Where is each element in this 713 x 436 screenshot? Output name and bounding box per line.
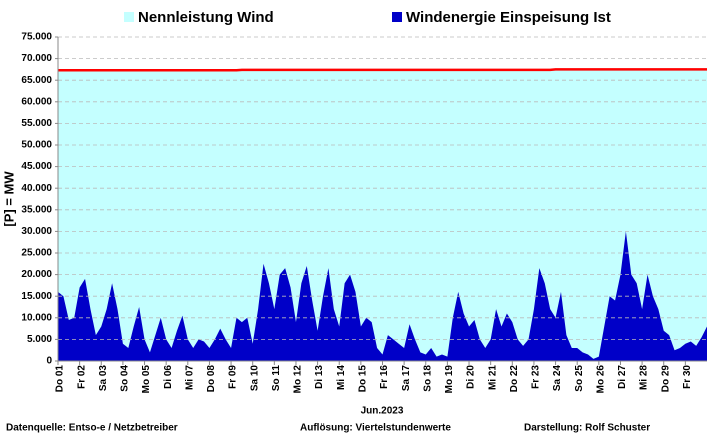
y-tick-label: 45.000 [21, 161, 52, 172]
y-tick-label: 60.000 [21, 96, 52, 107]
x-tick-label: Fr 16 [379, 365, 390, 389]
y-tick-label: 70.000 [21, 53, 52, 64]
x-tick-label: Do 29 [660, 365, 671, 393]
x-tick-label: So 11 [271, 365, 282, 392]
y-tick-label: 55.000 [21, 118, 52, 129]
x-tick-label: Fr 02 [76, 365, 87, 389]
x-tick-label: Di 20 [466, 365, 477, 389]
y-tick-label: 35.000 [21, 204, 52, 215]
x-tick-label: Sa 10 [249, 365, 260, 392]
x-tick-label: Mo 05 [141, 365, 152, 394]
y-tick-label: 40.000 [21, 183, 52, 194]
x-axis-label: Jun.2023 [361, 406, 404, 417]
y-tick-label: 5.000 [27, 334, 52, 345]
legend-label: Nennleistung Wind [138, 9, 274, 26]
x-tick-label: Di 06 [163, 365, 174, 389]
x-tick-label: Do 08 [206, 365, 217, 393]
x-tick-label: Mi 28 [639, 365, 650, 390]
line [58, 68, 707, 72]
x-tick-label: Fr 30 [682, 365, 693, 389]
y-tick-label: 25.000 [21, 248, 52, 259]
y-tick-label: 15.000 [21, 291, 52, 302]
y-tick-label: 50.000 [21, 140, 52, 151]
x-tick-label: Mi 07 [184, 365, 195, 390]
y-axis-label: [P] = MW [1, 171, 16, 227]
x-tick-label: Sa 17 [401, 365, 412, 392]
x-tick-label: Sa 24 [552, 365, 563, 392]
x-tick-label: Do 15 [358, 365, 369, 393]
x-tick-label: Mi 21 [487, 365, 498, 390]
x-tick-label: Di 27 [617, 365, 628, 389]
legend-label: Windenergie Einspeisung Ist [406, 9, 611, 26]
x-tick-label: Mi 14 [336, 365, 347, 390]
x-tick-label: So 04 [120, 365, 131, 392]
x-tick-label: Mo 12 [293, 365, 304, 394]
legend-swatch [392, 12, 402, 22]
x-tick-label: Mo 26 [595, 365, 606, 394]
x-tick-label: Do 01 [55, 365, 66, 393]
area [58, 231, 707, 361]
y-tick-label: 75.000 [21, 32, 52, 43]
x-tick-label: Fr 23 [531, 365, 542, 389]
x-tick-label: Sa 03 [98, 365, 109, 392]
x-tick-label: Do 22 [509, 365, 520, 393]
y-tick-label: 65.000 [21, 75, 52, 86]
x-tick-label: So 25 [574, 365, 585, 392]
x-tick-label: Fr 09 [228, 365, 239, 389]
x-tick-label: Di 13 [314, 365, 325, 389]
footnote: Datenquelle: Entso-e / Netzbetreiber [6, 423, 178, 434]
footnote: Darstellung: Rolf Schuster [524, 423, 650, 434]
x-tick-label: So 18 [422, 365, 433, 392]
y-tick-label: 30.000 [21, 226, 52, 237]
y-tick-label: 20.000 [21, 269, 52, 280]
x-tick-label: Mo 19 [444, 365, 455, 394]
footnote: Auflösung: Viertelstundenwerte [300, 423, 451, 434]
legend-swatch [124, 12, 134, 22]
y-tick-label: 10.000 [21, 312, 52, 323]
y-tick-label: 0 [46, 356, 52, 367]
